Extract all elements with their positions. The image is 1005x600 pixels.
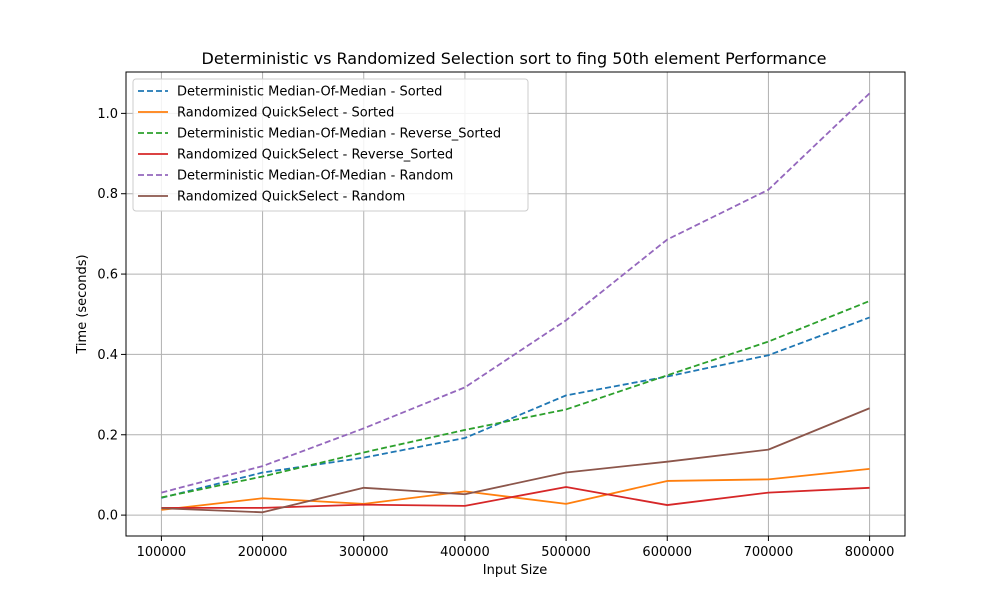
x-tick-label: 300000 <box>339 545 389 560</box>
x-tick-label: 600000 <box>642 545 692 560</box>
legend-label-4: Deterministic Median-Of-Median - Random <box>177 169 453 184</box>
series-line-4 <box>161 92 871 494</box>
x-tick-label: 100000 <box>137 545 187 560</box>
series-line-2 <box>161 300 870 499</box>
chart-title: Deterministic vs Randomized Selection so… <box>202 49 827 68</box>
series-line-0 <box>161 316 870 499</box>
legend-label-1: Randomized QuickSelect - Sorted <box>177 106 394 121</box>
legend-label-3: Randomized QuickSelect - Reverse_Sorted <box>177 148 453 163</box>
series-line-1 <box>161 468 870 511</box>
x-axis-label: Input Size <box>483 563 547 578</box>
x-tick-label: 500000 <box>541 545 591 560</box>
x-tick-label: 200000 <box>238 545 288 560</box>
legend-box <box>132 78 529 212</box>
y-tick-label: 0.8 <box>97 187 118 202</box>
y-tick-label: 0.4 <box>97 348 118 363</box>
legend-label-0: Deterministic Median-Of-Median - Sorted <box>177 85 442 100</box>
y-ticks: 0.0 0.2 0.4 0.6 0.8 1.0 <box>97 107 126 524</box>
legend-label-5: Randomized QuickSelect - Random <box>177 190 405 205</box>
legend: Deterministic Median-Of-Median - Sorted R… <box>132 78 529 212</box>
y-tick-label: 1.0 <box>97 107 118 122</box>
series-layer <box>161 92 871 514</box>
legend-label-2: Deterministic Median-Of-Median - Reverse… <box>177 127 501 142</box>
x-tick-label: 700000 <box>744 545 794 560</box>
x-tick-label: 800000 <box>845 545 895 560</box>
y-tick-label: 0.6 <box>97 268 118 283</box>
y-axis-label: Time (seconds) <box>75 254 90 354</box>
y-tick-label: 0.0 <box>97 509 118 524</box>
y-tick-label: 0.2 <box>97 428 118 443</box>
series-line-5 <box>161 407 870 514</box>
x-tick-label: 400000 <box>440 545 490 560</box>
x-ticks: 100000 200000 300000 400000 500000 600000 7000… <box>137 536 895 560</box>
plot-frame <box>125 71 906 537</box>
